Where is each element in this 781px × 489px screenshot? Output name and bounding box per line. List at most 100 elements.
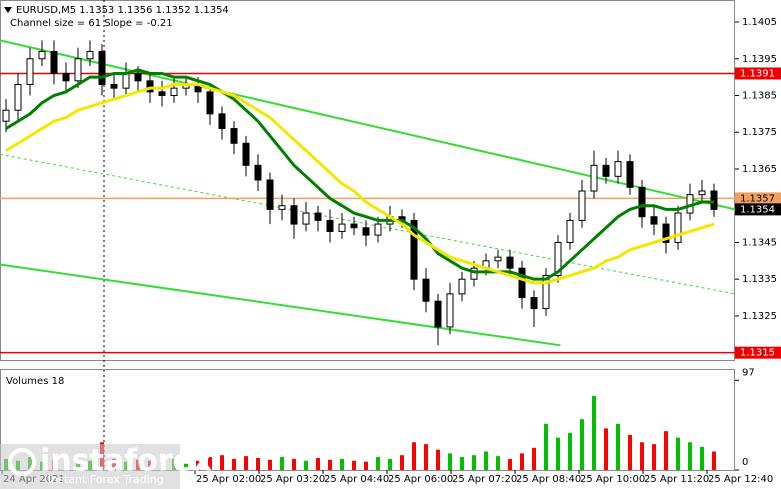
x-tick-label: 25 Apr 03:20	[260, 474, 325, 485]
volume-bar	[208, 457, 212, 470]
y-tick-label: 1.1365	[742, 164, 777, 175]
main-panel	[0, 0, 735, 361]
candle-body	[506, 256, 514, 269]
candle-body	[422, 278, 430, 302]
candle-body	[410, 219, 418, 280]
y-tick-label: 1.1375	[742, 127, 777, 138]
y-tick-label: 1.1405	[742, 17, 777, 28]
candle-body	[122, 72, 130, 89]
volume-bar	[424, 444, 428, 470]
volume-bar	[688, 442, 692, 470]
volume-bar	[364, 461, 368, 470]
volume-bar	[544, 423, 548, 470]
candle-body	[698, 190, 706, 196]
volume-bar	[592, 396, 596, 470]
moving-average	[5, 68, 714, 281]
candle-body	[626, 161, 634, 188]
volume-bar	[652, 444, 656, 470]
candle-body	[26, 58, 34, 85]
y-tick-label: 1.1395	[742, 54, 777, 65]
volume-bar	[280, 457, 284, 470]
last-price-label: 1.1354	[740, 204, 775, 215]
candle-body	[38, 50, 46, 60]
level-label: 1.1391	[740, 68, 775, 79]
volume-bar	[580, 419, 584, 470]
candle-body	[674, 212, 682, 243]
volume-bar	[352, 460, 356, 470]
volume-bar	[412, 442, 416, 470]
candle-body	[578, 190, 586, 221]
candle-body	[14, 83, 22, 111]
volume-bar	[436, 449, 440, 470]
volume-bar	[568, 433, 572, 470]
volume-bar	[400, 455, 404, 470]
candle-body	[314, 212, 322, 221]
volume-bar	[484, 451, 488, 470]
volume-tick-label: 97	[742, 367, 755, 378]
candle-body	[494, 256, 502, 262]
candle-body	[434, 300, 442, 328]
x-tick-label: 25 Apr 11:20	[644, 474, 709, 485]
x-tick-label: 25 Apr 10:00	[580, 474, 645, 485]
chart-subtitle: Channel size = 61 Slope = -0.21	[10, 18, 173, 29]
volume-panel	[0, 369, 735, 471]
candle-body	[350, 223, 358, 229]
level-box	[735, 346, 781, 359]
volume-bar	[328, 459, 332, 470]
volume-bar	[640, 442, 644, 470]
candle-body	[2, 109, 10, 122]
candle-body	[134, 72, 142, 82]
title-arrow	[4, 7, 12, 13]
volume-bar	[496, 456, 500, 470]
candle-body	[602, 164, 610, 177]
y-tick-label: 1.1325	[742, 311, 777, 322]
candle-body	[566, 219, 574, 243]
trendline	[0, 39, 736, 211]
candle-body	[470, 267, 478, 280]
x-tick-label: 25 Apr 08:40	[516, 474, 581, 485]
candle-body	[614, 161, 622, 177]
volume-bar	[304, 460, 308, 470]
x-tick-label: 25 Apr 07:20	[452, 474, 517, 485]
marks: 1.1405 1.1395 1.1385 1.1375 1.1365 1.1345 1.13…	[0, 17, 781, 485]
candle-body	[254, 164, 262, 181]
volume-bar	[700, 446, 704, 470]
volume-bar	[316, 457, 320, 470]
watermark: instaforex Instant Forex Trading	[0, 444, 212, 489]
watermark-brand: instaforex	[40, 444, 212, 479]
volume-bar	[556, 437, 560, 470]
volume-bar	[268, 459, 272, 470]
volume-bar	[244, 456, 248, 470]
volume-bar	[292, 458, 296, 470]
volume-bar	[388, 458, 392, 470]
volume-bar	[664, 431, 668, 470]
candle-body	[542, 275, 550, 310]
moving-average	[5, 82, 715, 285]
level-box	[735, 192, 781, 205]
volume-bar	[508, 458, 512, 470]
x-tick-label: 25 Apr 02:00	[196, 474, 261, 485]
candle-body	[554, 241, 562, 277]
candle-body	[290, 205, 298, 225]
candle-body	[110, 83, 118, 89]
candle-body	[158, 91, 166, 97]
volume-title: Volumes 18	[6, 376, 64, 387]
candle-body	[50, 50, 58, 74]
level-label: 1.1315	[740, 348, 775, 359]
volume-bar	[220, 455, 224, 470]
volume-bar	[460, 457, 464, 470]
candle-body	[86, 50, 94, 60]
candle-body	[518, 267, 526, 299]
candle-body	[206, 91, 214, 115]
volume-bar	[712, 451, 716, 470]
watermark-logo	[8, 448, 36, 476]
volume-bar	[676, 437, 680, 470]
candle-body	[710, 190, 718, 210]
volume-bar	[376, 457, 380, 470]
volume-tick-label: 0	[742, 457, 748, 468]
volume-bar	[532, 447, 536, 470]
candle-body	[530, 297, 538, 310]
y-tick-label: 1.1345	[742, 237, 777, 248]
volume-bar	[520, 453, 524, 470]
